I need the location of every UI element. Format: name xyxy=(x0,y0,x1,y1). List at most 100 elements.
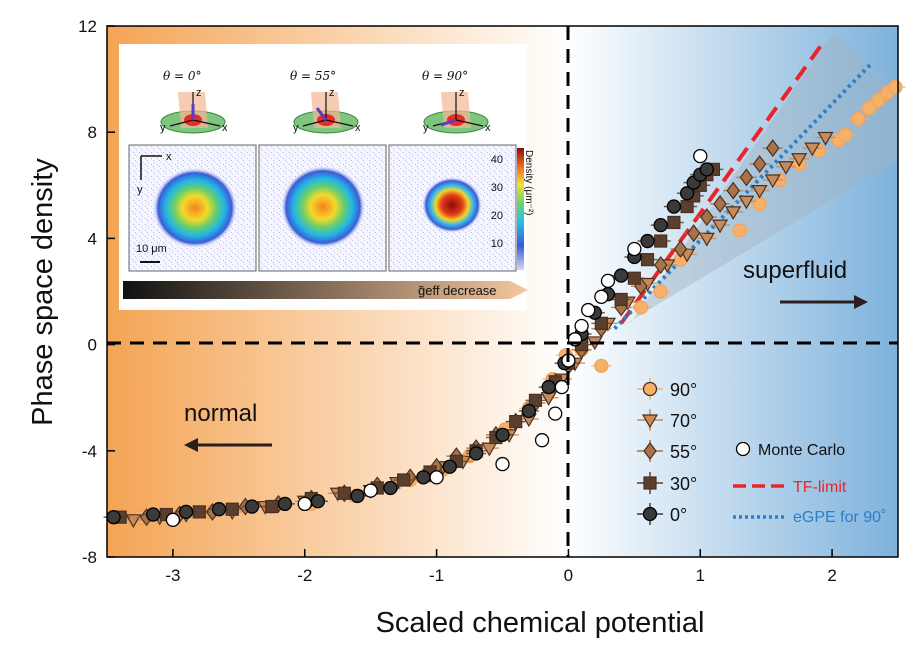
inset-panel: θ = 0° θ = 55° θ = 90° z x y z x y z x y… xyxy=(119,44,534,310)
legend-marker-monte-carlo xyxy=(735,441,751,457)
angle-label-55: θ = 55° xyxy=(290,69,336,83)
geometry-diagram-0 xyxy=(160,92,226,134)
data-point xyxy=(178,504,194,520)
data-point xyxy=(838,127,853,143)
superfluid-label: superfluid xyxy=(743,257,847,284)
colorbar-tick-10: 10 xyxy=(491,238,503,250)
x-axis-title: Scaled chemical potential xyxy=(376,607,705,639)
plot-frame xyxy=(106,25,899,558)
x-tick-label: 1 xyxy=(696,566,705,585)
normal-label: normal xyxy=(184,400,257,427)
data-point xyxy=(871,93,886,108)
colorbar-tick-40: 40 xyxy=(491,154,503,166)
y-tick-label: -8 xyxy=(82,548,97,567)
data-point xyxy=(700,208,714,227)
data-point xyxy=(548,406,563,421)
data-point xyxy=(673,240,688,259)
data-point xyxy=(791,153,808,167)
data-point xyxy=(297,496,312,512)
axis-z-label-0: z xyxy=(196,87,202,99)
y-tick-label: 0 xyxy=(88,336,97,355)
y-tick-label: 4 xyxy=(88,229,97,248)
y-tick-label: -4 xyxy=(82,442,97,461)
x-tick-label: -1 xyxy=(429,566,444,585)
data-point xyxy=(627,241,642,257)
data-point xyxy=(713,194,727,213)
chart-marks xyxy=(103,38,906,529)
scale-bar-label: 10 μm xyxy=(136,243,167,255)
data-point xyxy=(581,302,596,318)
data-point xyxy=(363,483,378,498)
axis-x-label-55: x xyxy=(355,122,361,134)
data-point xyxy=(383,480,398,496)
data-point xyxy=(888,79,903,95)
data-point xyxy=(752,196,767,212)
data-point xyxy=(277,496,293,512)
data-point xyxy=(640,253,655,267)
angle-label-0: θ = 0° xyxy=(163,69,202,83)
normal-arrow-head xyxy=(184,438,198,452)
data-point xyxy=(495,427,510,443)
data-point xyxy=(851,111,866,127)
density-cloud-90 xyxy=(422,177,482,233)
data-point xyxy=(653,255,668,274)
legend-marker-0 xyxy=(642,506,658,522)
data-point xyxy=(468,446,484,461)
colorbar-tick-20: 20 xyxy=(491,210,503,222)
data-point xyxy=(711,219,729,234)
data-point xyxy=(310,494,326,509)
data-point xyxy=(600,273,616,289)
data-point xyxy=(145,507,161,522)
legend-label-55: 55° xyxy=(670,442,697,462)
data-point xyxy=(804,142,821,157)
legend-marker-90 xyxy=(642,381,658,397)
axis-z-label-90: z xyxy=(459,87,465,99)
data-point xyxy=(764,174,781,189)
axis-z-label-55: z xyxy=(329,87,335,99)
data-point xyxy=(693,148,708,164)
data-point xyxy=(574,318,589,334)
data-point xyxy=(817,131,834,146)
data-point xyxy=(640,233,655,249)
legend-label-monte-carlo: Monte Carlo xyxy=(758,442,845,459)
data-point xyxy=(725,206,742,221)
superfluid-region-background xyxy=(568,26,898,557)
legend-label-70: 70° xyxy=(670,411,697,431)
data-point xyxy=(732,223,747,238)
tf-limit-line xyxy=(619,38,828,325)
data-point xyxy=(554,379,569,395)
data-point xyxy=(698,232,715,247)
data-point xyxy=(509,414,523,429)
data-point xyxy=(397,473,411,487)
x-tick-label: 2 xyxy=(827,566,836,585)
geometry-diagram-55 xyxy=(293,92,359,134)
colorbar xyxy=(517,148,524,270)
legend-label-30: 30° xyxy=(670,474,697,494)
data-point xyxy=(337,486,351,500)
geff-arrow-label: g̃eff decrease xyxy=(418,283,497,298)
series-0- xyxy=(103,162,717,525)
data-point xyxy=(726,181,740,200)
legend-label-0: 0° xyxy=(670,505,687,525)
y-axis-title: Phase space density xyxy=(27,158,59,426)
legend-label-egpe: eGPE for 90˚ xyxy=(793,509,886,526)
data-point xyxy=(541,379,556,395)
image-axis-y-label: y xyxy=(137,184,143,196)
data-point xyxy=(738,195,755,210)
data-point xyxy=(594,289,609,304)
data-point xyxy=(666,199,682,214)
angle-label-90: θ = 90° xyxy=(422,69,468,83)
y-tick-label: 8 xyxy=(88,123,97,142)
axis-y-label-90: y xyxy=(423,122,429,134)
data-point xyxy=(106,510,121,525)
legend-marker-55 xyxy=(643,442,657,460)
x-tick-label: -2 xyxy=(297,566,312,585)
legend: 90° 70° 55° 30° 0° Monte Carlo TF-limit … xyxy=(637,378,886,526)
data-point xyxy=(653,217,668,233)
data-point xyxy=(633,300,649,315)
x-tick-label: 0 xyxy=(564,566,573,585)
colorbar-tick-30: 30 xyxy=(491,182,503,194)
data-point xyxy=(752,155,767,174)
